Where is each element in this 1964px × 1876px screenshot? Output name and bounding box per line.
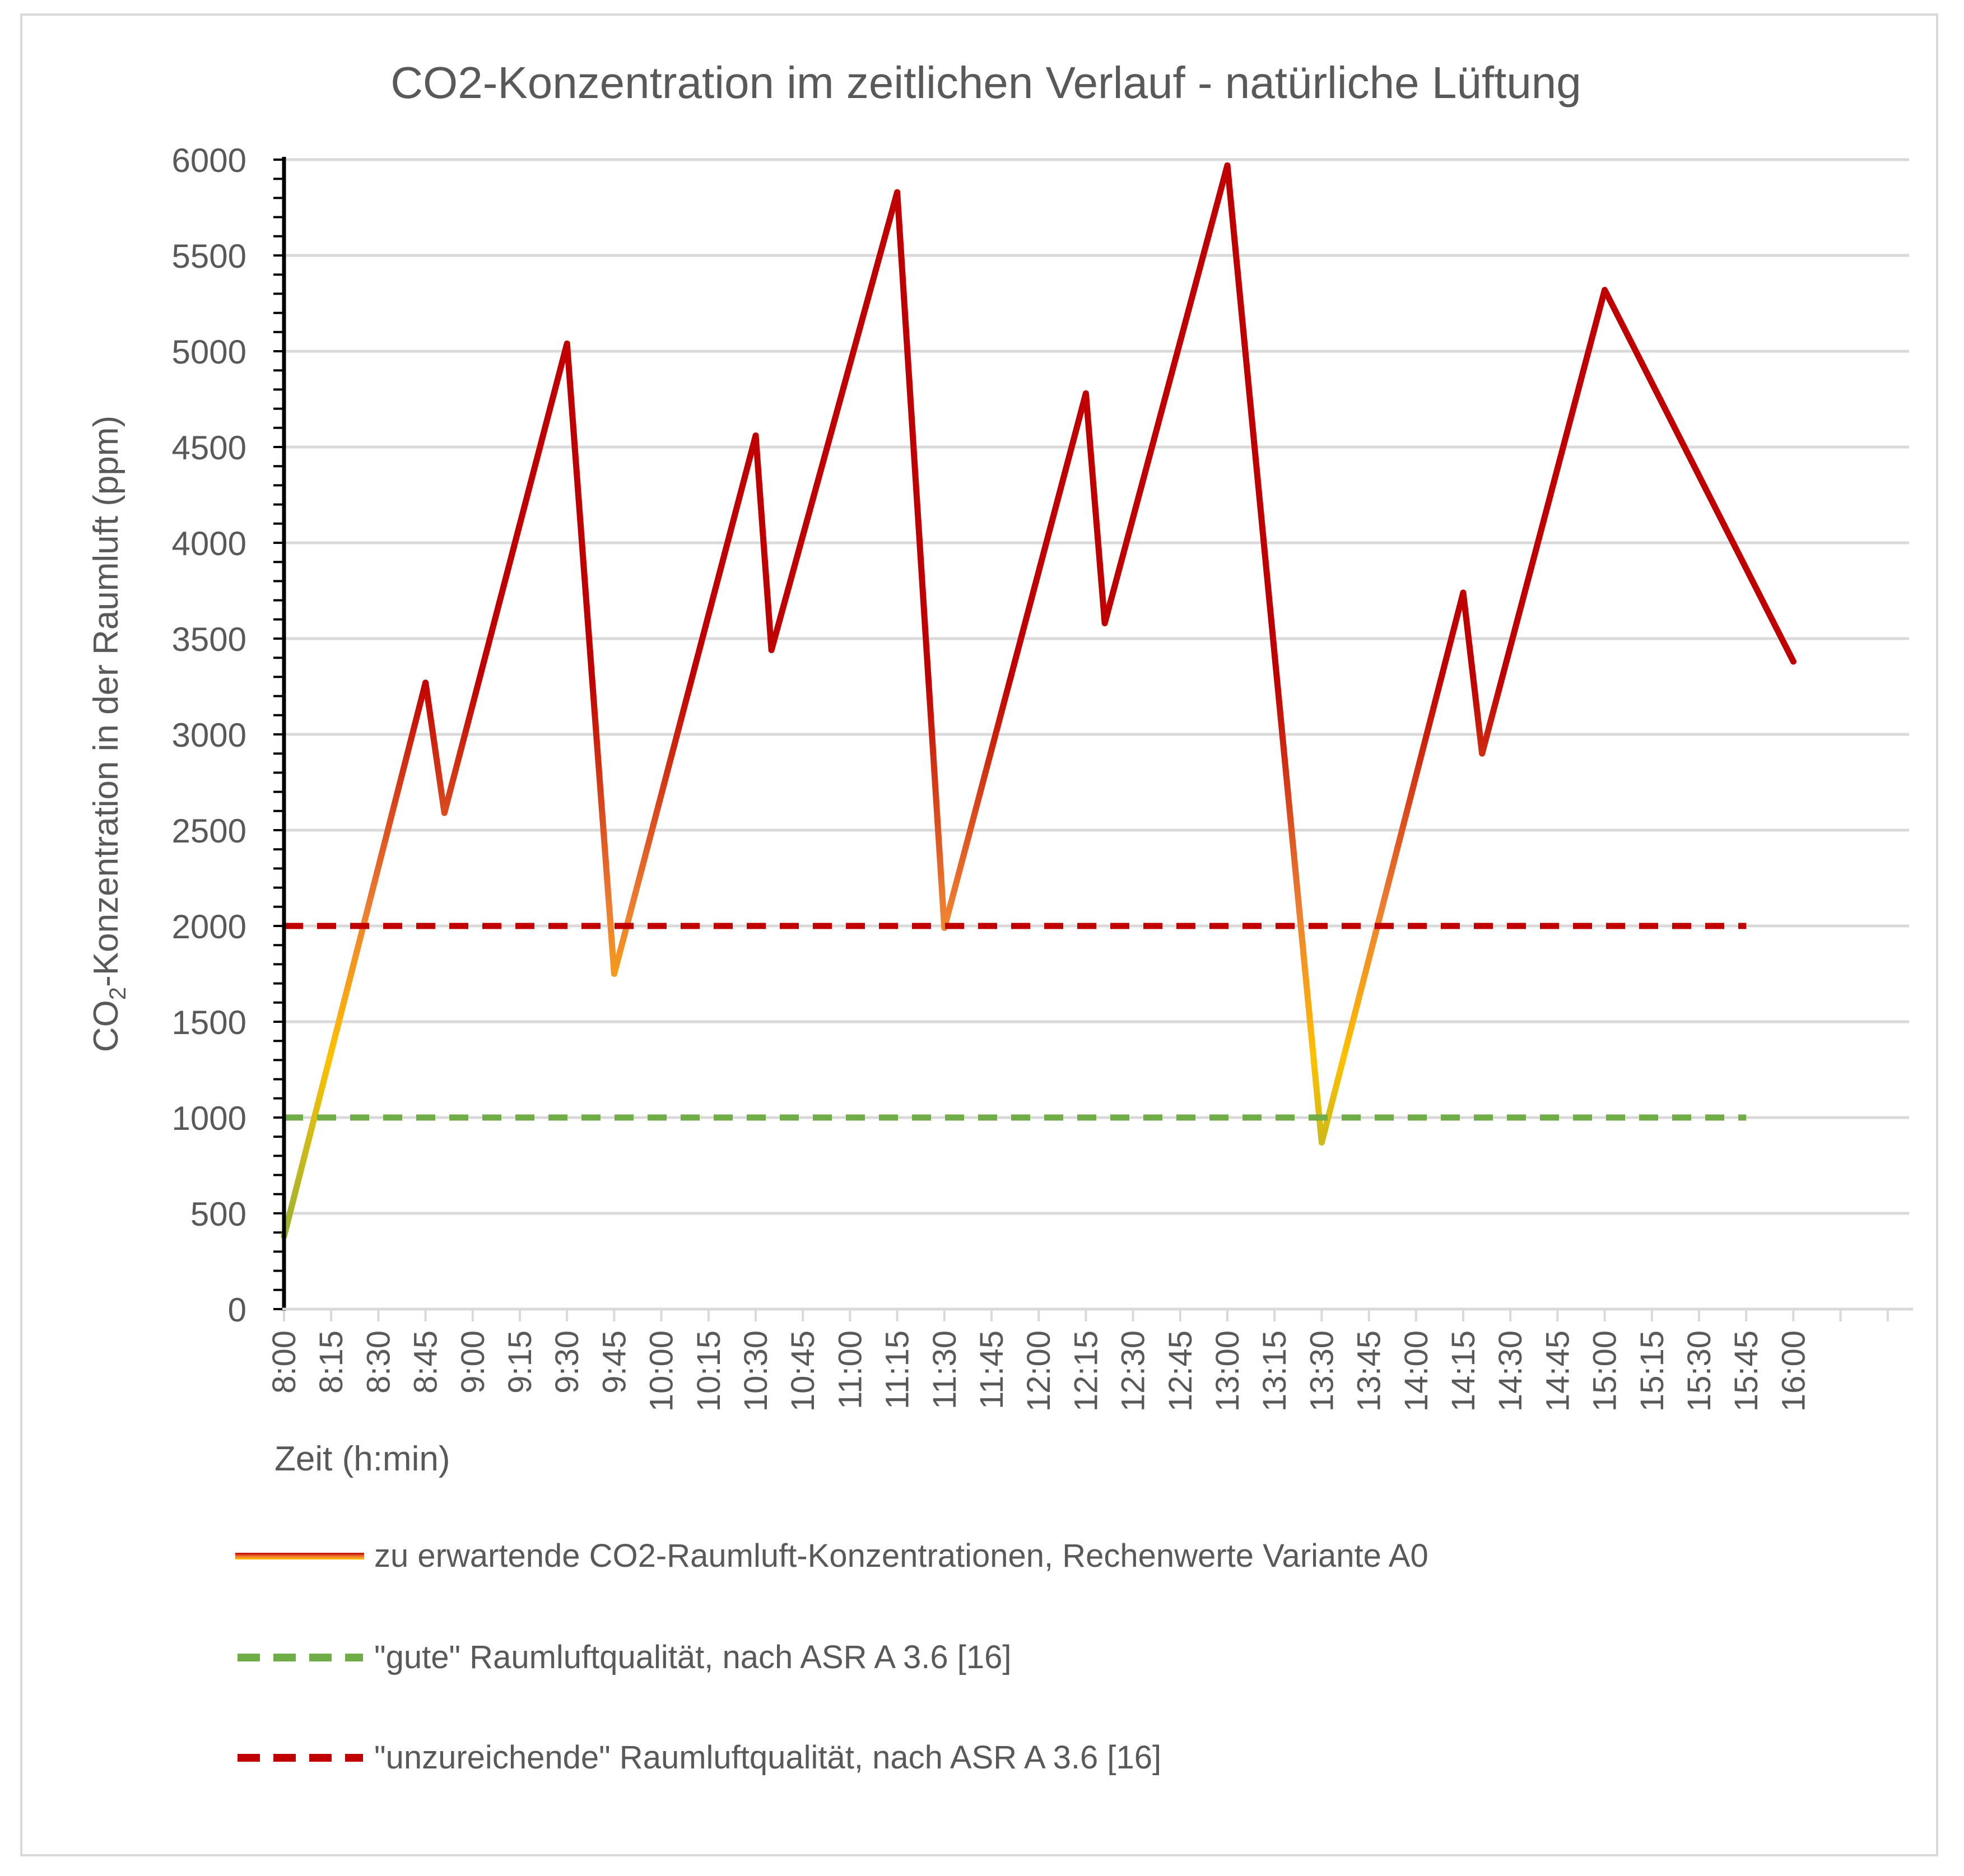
x-tick-label: 15:45	[1728, 1330, 1765, 1412]
x-tick-label: 11:00	[832, 1330, 868, 1409]
x-tick-label: 10:30	[738, 1330, 774, 1412]
y-tick-label: 1500	[172, 1004, 246, 1041]
x-tick-label: 15:30	[1681, 1330, 1718, 1412]
x-tick-label: 12:00	[1021, 1330, 1057, 1412]
x-tick-label: 14:15	[1445, 1330, 1482, 1412]
x-tick-label: 12:30	[1115, 1330, 1152, 1412]
x-axis-label: Zeit (h:min)	[274, 1440, 450, 1478]
x-tick-label: 13:30	[1304, 1330, 1340, 1412]
x-tick-label: 14:00	[1398, 1330, 1435, 1412]
series-lines	[281, 162, 1797, 1240]
y-tick-label: 1000	[172, 1100, 246, 1137]
x-tick-label: 16:00	[1775, 1330, 1812, 1412]
legend-label-unzureichende: "unzureichende" Raumluftqualität, nach A…	[374, 1739, 1162, 1776]
y-tick-label: 3000	[172, 716, 246, 754]
x-axis-tick-marks	[283, 1309, 1889, 1321]
y-tick-label: 2000	[172, 908, 246, 946]
x-tick-label: 11:15	[879, 1330, 916, 1409]
x-tick-label: 13:45	[1351, 1330, 1388, 1412]
x-tick-label: 11:30	[927, 1330, 963, 1409]
legend-swatch-gute	[238, 1654, 363, 1661]
legend-swatch-unzureichende	[238, 1754, 363, 1762]
y-tick-label: 3500	[172, 621, 246, 658]
y-tick-label: 4000	[172, 525, 246, 562]
x-tick-label: 13:00	[1209, 1330, 1246, 1412]
chart-frame	[20, 13, 1938, 1856]
x-tick-label: 9:30	[549, 1330, 585, 1394]
x-tick-label: 15:00	[1587, 1330, 1623, 1412]
x-tick-labels: 8:00 8:15 8:30 8:45 9:00 9:15 9:30 9:45 10:00 10:…	[266, 1330, 1812, 1412]
x-tick-label: 10:15	[691, 1330, 727, 1412]
y-tick-label: 500	[190, 1195, 246, 1233]
x-tick-label: 12:15	[1068, 1330, 1104, 1412]
legend-swatch-co2	[235, 1553, 364, 1560]
y-tick-label: 0	[228, 1291, 246, 1329]
series-line-0	[281, 162, 1797, 1240]
y-label-subscript: 2	[104, 987, 131, 1000]
x-tick-label: 8:45	[408, 1330, 444, 1394]
y-tick-label: 5000	[172, 333, 246, 371]
x-tick-label: 10:00	[644, 1330, 680, 1412]
x-tick-label: 9:00	[455, 1330, 491, 1394]
x-tick-label: 8:15	[313, 1330, 350, 1394]
x-tick-label: 14:30	[1492, 1330, 1529, 1412]
x-tick-label: 13:15	[1256, 1330, 1293, 1412]
legend-label-gute: "gute" Raumluftqualität, nach ASR A 3.6 …	[374, 1639, 1012, 1675]
chart-title: CO2-Konzentration im zeitlichen Verlauf …	[390, 58, 1581, 108]
y-tick-labels: 0 500 1000 1500 2000 2500 3000 3500 4000 4500 5000…	[172, 142, 246, 1329]
legend-label-co2: zu erwartende CO2-Raumluft-Konzentration…	[374, 1538, 1428, 1574]
y-tick-label: 2500	[172, 812, 246, 850]
x-tick-label: 10:45	[785, 1330, 821, 1412]
y-tick-label: 4500	[172, 429, 246, 467]
x-tick-label: 8:00	[266, 1330, 302, 1394]
x-tick-label: 9:15	[502, 1330, 538, 1394]
x-tick-label: 11:45	[974, 1330, 1010, 1409]
x-tick-label: 8:30	[360, 1330, 397, 1394]
y-tick-label: 5500	[172, 238, 246, 275]
y-label-rest: -Konzentration in der Raumluft (ppm)	[87, 416, 125, 987]
y-label-co: CO	[87, 1000, 125, 1052]
y-axis-label: CO2-Konzentration in der Raumluft (ppm)	[87, 416, 131, 1052]
gridlines	[284, 158, 1909, 1215]
x-tick-label: 9:45	[596, 1330, 632, 1394]
x-tick-label: 12:45	[1162, 1330, 1199, 1412]
y-tick-label: 6000	[172, 142, 246, 179]
x-tick-label: 14:45	[1539, 1330, 1576, 1412]
x-tick-label: 15:15	[1634, 1330, 1670, 1412]
